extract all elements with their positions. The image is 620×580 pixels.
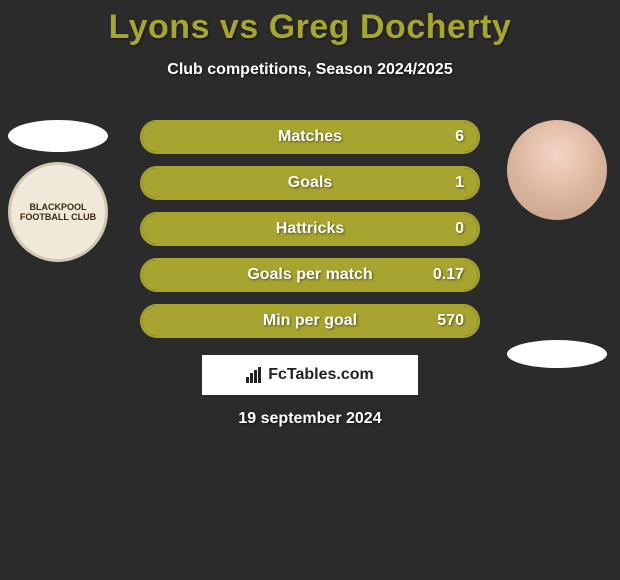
left-player-name-plate — [8, 120, 108, 152]
right-player-name-plate — [507, 340, 607, 368]
stat-value-right: 0 — [455, 220, 464, 238]
brand-footer: FcTables.com — [202, 355, 418, 395]
stat-row: Matches 6 — [140, 120, 480, 154]
stat-value-right: 6 — [455, 128, 464, 146]
stat-label: Min per goal — [263, 312, 357, 330]
club-badge-text: BLACKPOOL FOOTBALL CLUB — [11, 202, 105, 222]
left-club-badge: BLACKPOOL FOOTBALL CLUB — [8, 162, 108, 262]
stat-row: Goals per match 0.17 — [140, 258, 480, 292]
page-title: Lyons vs Greg Docherty — [0, 0, 620, 47]
stat-row: Hattricks 0 — [140, 212, 480, 246]
stat-value-right: 570 — [437, 312, 464, 330]
stat-label: Matches — [278, 128, 342, 146]
stat-row: Min per goal 570 — [140, 304, 480, 338]
stat-value-right: 1 — [455, 174, 464, 192]
comparison-infographic: Lyons vs Greg Docherty Club competitions… — [0, 0, 620, 580]
chart-icon — [246, 367, 264, 383]
left-player-column: BLACKPOOL FOOTBALL CLUB — [8, 120, 108, 262]
stat-label: Goals — [288, 174, 332, 192]
brand-text: FcTables.com — [268, 366, 374, 384]
stat-row: Goals 1 — [140, 166, 480, 200]
stat-value-right: 0.17 — [433, 266, 464, 284]
right-player-photo — [507, 120, 607, 220]
right-player-column — [507, 120, 612, 368]
date-text: 19 september 2024 — [0, 410, 620, 428]
stats-bars: Matches 6 Goals 1 Hattricks 0 Goals per match 0… — [140, 120, 480, 350]
page-subtitle: Club competitions, Season 2024/2025 — [0, 61, 620, 79]
stat-label: Goals per match — [247, 266, 372, 284]
stat-label: Hattricks — [276, 220, 344, 238]
